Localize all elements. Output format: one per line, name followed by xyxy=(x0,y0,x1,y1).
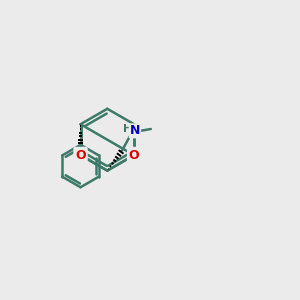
Text: O: O xyxy=(75,149,86,162)
Text: H: H xyxy=(123,124,133,134)
Text: N: N xyxy=(130,124,140,137)
Text: O: O xyxy=(129,149,140,162)
